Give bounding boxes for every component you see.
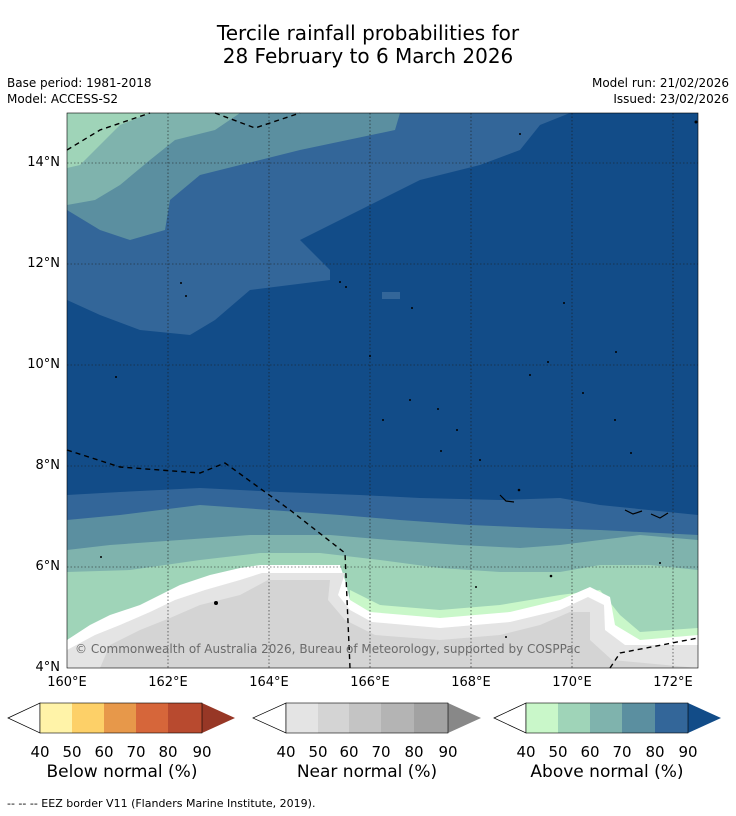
near-tick-40: 40 [276,743,296,761]
below-normal-caption: Below normal (%) [46,762,198,782]
lat-tick-8: 8°N [35,458,61,473]
meta-right: Model run: 21/02/2026 Issued: 23/02/2026 [592,75,729,107]
near-tick-70: 70 [371,743,391,761]
title-line-2: 28 February to 6 March 2026 [222,44,514,68]
near-tick-80: 80 [404,743,424,761]
meta-left: Base period: 1981-2018 Model: ACCESS-S2 [7,75,152,107]
swatch-near-1 [318,703,349,733]
eez-border [66,112,699,669]
swatch-below-1 [72,703,104,733]
title-line-1: Tercile rainfall probabilities for [216,21,520,45]
field-near-50 [100,580,698,668]
swatch-above-0 [526,703,558,733]
swatch-above-3 [622,703,655,733]
field-above-60-north [67,113,240,205]
plot-frame [66,112,699,669]
above-normal-caption: Above normal (%) [530,762,684,782]
lon-tick-166: 166°E [350,675,390,690]
lon-tick-168: 168°E [451,675,491,690]
lon-tick-164: 164°E [249,675,289,690]
below-tick-50: 50 [62,743,82,761]
swatch-above-4 [655,703,688,733]
map-title: Tercile rainfall probabilities for 28 Fe… [0,22,736,68]
colorbars [7,702,721,734]
field-above-50-north [67,113,150,168]
lon-tick-172: 172°E [653,675,693,690]
lon-tick-160: 160°E [47,675,87,690]
below-tick-60: 60 [94,743,114,761]
above-tick-60: 60 [580,743,600,761]
lat-tick-6: 6°N [35,559,61,574]
atoll-outlines [499,494,669,519]
below-tick-40: 40 [30,743,50,761]
colorbar-below [7,702,235,734]
above-tick-80: 80 [645,743,665,761]
lat-tick-4: 4°N [35,660,61,675]
swatch-near-4 [414,703,448,733]
field-patch [382,292,400,299]
swatch-below-5 [202,703,235,733]
near-tick-50: 50 [308,743,328,761]
above-tick-90: 90 [678,743,698,761]
swatch-above-1 [558,703,590,733]
lat-tick-12: 12°N [27,256,60,271]
swatch-above-5 [688,703,721,733]
near-tick-90: 90 [438,743,458,761]
below-tick-80: 80 [158,743,178,761]
swatch-near-2 [349,703,381,733]
model-name: Model: ACCESS-S2 [7,92,119,106]
lat-tick-14: 14°N [27,155,60,170]
swatch-below-4 [168,703,202,733]
colorbar-near [252,702,481,734]
issued-date: Issued: 23/02/2026 [613,92,729,106]
near-normal-caption: Near normal (%) [296,762,438,782]
above-tick-40: 40 [516,743,536,761]
graticule [67,113,698,668]
swatch-above-2 [590,703,622,733]
swatch-near-0 [286,703,318,733]
swatch-below-0 [40,703,72,733]
model-run: Model run: 21/02/2026 [591,76,729,90]
eez-footnote: -- -- -- EEZ border V11 (Flanders Marine… [7,797,316,810]
islands [100,120,698,638]
swatch-below-2 [104,703,136,733]
copyright-notice: © Commonwealth of Australia 2026, Bureau… [75,642,580,656]
probability-field [67,113,698,668]
colorbar-above [493,702,721,734]
lat-tick-10: 10°N [27,357,60,372]
lon-tick-162: 162°E [148,675,188,690]
base-period: Base period: 1981-2018 [7,76,152,90]
below-tick-90: 90 [192,743,212,761]
swatch-near-3 [381,703,414,733]
below-tick-70: 70 [126,743,146,761]
lon-tick-170: 170°E [552,675,592,690]
above-tick-70: 70 [612,743,632,761]
swatch-below-3 [136,703,168,733]
swatch-near-5 [448,703,481,733]
near-tick-60: 60 [339,743,359,761]
above-tick-50: 50 [548,743,568,761]
